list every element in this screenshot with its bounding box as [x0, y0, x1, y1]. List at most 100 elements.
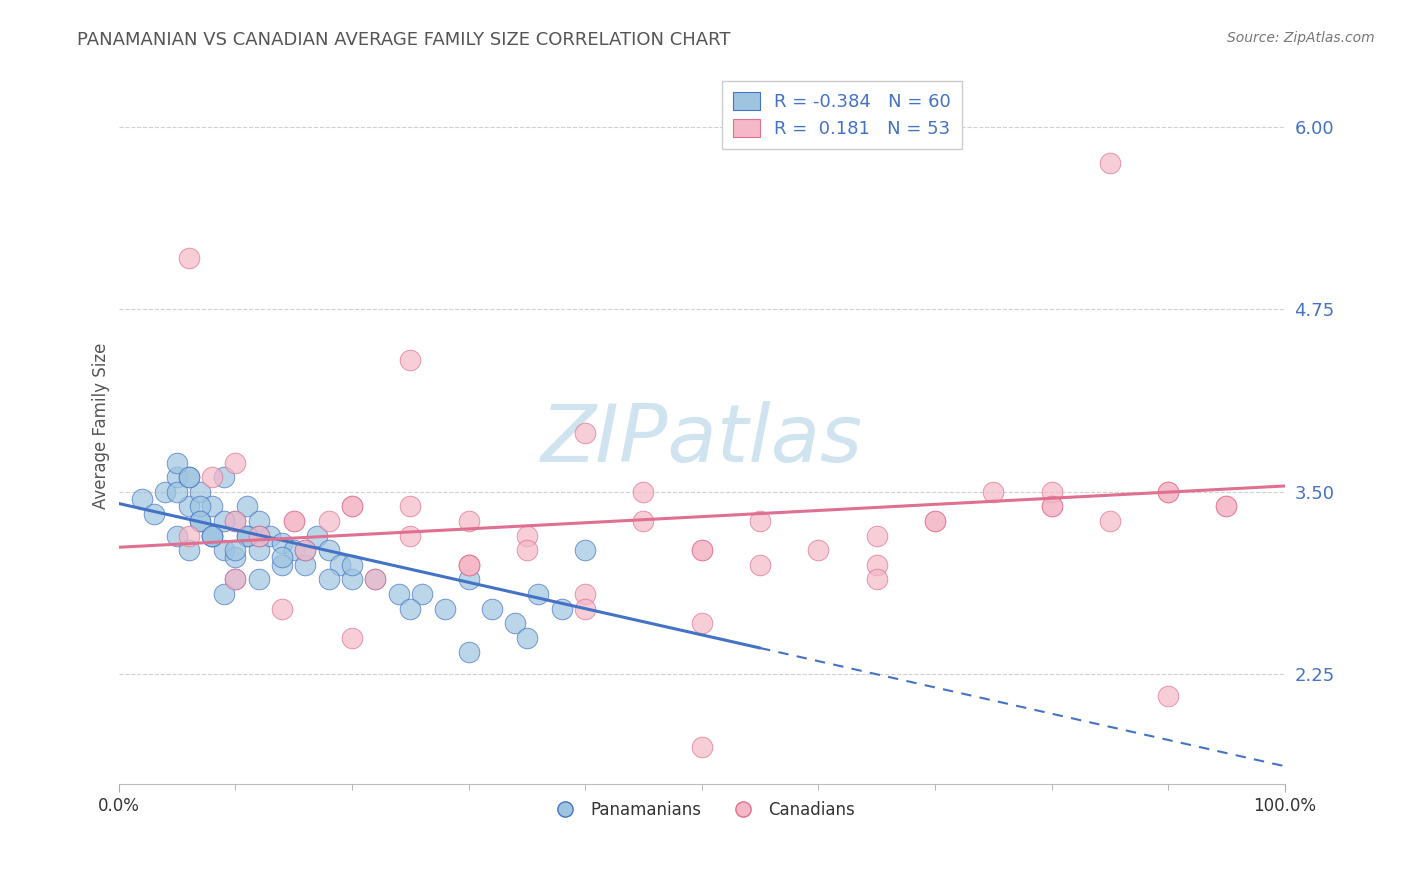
Point	[866, 528, 889, 542]
Point	[247, 543, 270, 558]
Point	[411, 587, 433, 601]
Point	[224, 456, 246, 470]
Point	[201, 528, 224, 542]
Point	[340, 631, 363, 645]
Point	[574, 426, 596, 441]
Text: Source: ZipAtlas.com: Source: ZipAtlas.com	[1227, 31, 1375, 45]
Point	[212, 587, 235, 601]
Point	[177, 252, 200, 266]
Point	[271, 558, 294, 572]
Point	[481, 601, 503, 615]
Point	[236, 500, 259, 514]
Point	[503, 616, 526, 631]
Point	[633, 484, 655, 499]
Point	[188, 484, 211, 499]
Point	[142, 507, 165, 521]
Point	[177, 470, 200, 484]
Point	[551, 601, 574, 615]
Point	[516, 543, 538, 558]
Point	[201, 500, 224, 514]
Point	[1040, 484, 1063, 499]
Point	[457, 558, 479, 572]
Point	[177, 543, 200, 558]
Point	[329, 558, 352, 572]
Point	[201, 528, 224, 542]
Point	[457, 558, 479, 572]
Point	[387, 587, 409, 601]
Point	[866, 558, 889, 572]
Point	[294, 558, 316, 572]
Point	[340, 558, 363, 572]
Point	[1215, 500, 1237, 514]
Y-axis label: Average Family Size: Average Family Size	[93, 343, 110, 509]
Point	[177, 528, 200, 542]
Point	[527, 587, 550, 601]
Point	[399, 528, 422, 542]
Point	[749, 558, 772, 572]
Point	[1040, 500, 1063, 514]
Point	[924, 514, 946, 528]
Point	[188, 500, 211, 514]
Point	[247, 528, 270, 542]
Point	[457, 514, 479, 528]
Point	[690, 543, 713, 558]
Point	[212, 543, 235, 558]
Point	[457, 558, 479, 572]
Point	[1215, 500, 1237, 514]
Point	[1157, 484, 1180, 499]
Point	[201, 528, 224, 542]
Point	[807, 543, 830, 558]
Point	[201, 470, 224, 484]
Point	[155, 484, 177, 499]
Point	[224, 514, 246, 528]
Point	[247, 528, 270, 542]
Point	[1157, 689, 1180, 703]
Point	[236, 528, 259, 542]
Point	[924, 514, 946, 528]
Point	[364, 573, 387, 587]
Point	[294, 543, 316, 558]
Point	[574, 601, 596, 615]
Point	[457, 645, 479, 659]
Point	[399, 500, 422, 514]
Point	[271, 601, 294, 615]
Point	[690, 740, 713, 755]
Point	[340, 500, 363, 514]
Text: ZIPatlas: ZIPatlas	[541, 401, 863, 479]
Point	[177, 470, 200, 484]
Point	[574, 587, 596, 601]
Point	[259, 528, 281, 542]
Point	[318, 514, 340, 528]
Point	[1157, 484, 1180, 499]
Point	[364, 573, 387, 587]
Point	[1040, 500, 1063, 514]
Point	[305, 528, 328, 542]
Point	[457, 573, 479, 587]
Point	[340, 573, 363, 587]
Point	[633, 514, 655, 528]
Point	[1098, 156, 1121, 170]
Point	[516, 528, 538, 542]
Point	[236, 528, 259, 542]
Point	[224, 543, 246, 558]
Point	[399, 601, 422, 615]
Point	[271, 550, 294, 565]
Point	[212, 514, 235, 528]
Point	[247, 514, 270, 528]
Point	[516, 631, 538, 645]
Point	[224, 514, 246, 528]
Point	[574, 543, 596, 558]
Text: PANAMANIAN VS CANADIAN AVERAGE FAMILY SIZE CORRELATION CHART: PANAMANIAN VS CANADIAN AVERAGE FAMILY SI…	[77, 31, 731, 49]
Point	[212, 470, 235, 484]
Legend: Panamanians, Canadians: Panamanians, Canadians	[543, 794, 862, 825]
Point	[177, 500, 200, 514]
Point	[690, 543, 713, 558]
Point	[224, 573, 246, 587]
Point	[749, 514, 772, 528]
Point	[247, 573, 270, 587]
Point	[294, 543, 316, 558]
Point	[283, 514, 305, 528]
Point	[981, 484, 1004, 499]
Point	[283, 543, 305, 558]
Point	[866, 573, 889, 587]
